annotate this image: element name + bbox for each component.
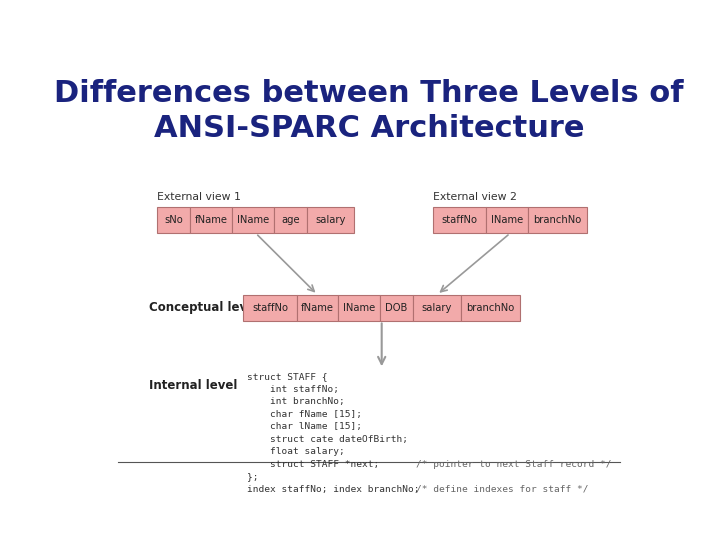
Bar: [380, 295, 413, 321]
Text: float salary;: float salary;: [248, 447, 345, 456]
Bar: [274, 207, 307, 233]
Bar: [232, 207, 274, 233]
Bar: [190, 207, 232, 233]
Text: branchNo: branchNo: [534, 215, 582, 225]
Text: struct cate dateOfBirth;: struct cate dateOfBirth;: [248, 435, 408, 444]
Text: sNo: sNo: [164, 215, 183, 225]
Text: branchNo: branchNo: [467, 302, 515, 313]
Text: salary: salary: [315, 215, 346, 225]
Text: index staffNo; index branchNo;: index staffNo; index branchNo;: [248, 485, 420, 494]
Text: char lName [15];: char lName [15];: [248, 422, 362, 431]
Bar: [157, 207, 190, 233]
Text: int branchNo;: int branchNo;: [248, 397, 345, 407]
Bar: [487, 207, 528, 233]
Text: char fName [15];: char fName [15];: [248, 410, 362, 419]
Bar: [243, 295, 297, 321]
Text: struct STAFF *next;: struct STAFF *next;: [248, 460, 379, 469]
Text: fName: fName: [194, 215, 228, 225]
Text: lName: lName: [343, 302, 375, 313]
Text: DOB: DOB: [385, 302, 408, 313]
Text: lName: lName: [491, 215, 523, 225]
Bar: [307, 207, 354, 233]
Text: External view 2: External view 2: [433, 192, 517, 202]
Text: lName: lName: [237, 215, 269, 225]
Bar: [413, 295, 461, 321]
Bar: [297, 295, 338, 321]
Text: age: age: [281, 215, 300, 225]
Text: /* define indexes for staff */: /* define indexes for staff */: [416, 485, 589, 494]
Bar: [461, 295, 520, 321]
Bar: [433, 207, 487, 233]
Text: staffNo: staffNo: [252, 302, 288, 313]
Text: staffNo: staffNo: [442, 215, 478, 225]
Text: Conceptual level: Conceptual level: [148, 301, 258, 314]
Text: salary: salary: [422, 302, 452, 313]
Text: int staffNo;: int staffNo;: [248, 385, 339, 394]
Bar: [338, 295, 380, 321]
Text: Internal level: Internal level: [148, 379, 237, 392]
Bar: [528, 207, 588, 233]
Text: Differences between Three Levels of
ANSI-SPARC Architecture: Differences between Three Levels of ANSI…: [54, 79, 684, 143]
Text: External view 1: External view 1: [157, 192, 240, 202]
Text: /* pointer to next Staff record */: /* pointer to next Staff record */: [416, 460, 612, 469]
Text: struct STAFF {: struct STAFF {: [248, 373, 328, 381]
Text: fName: fName: [301, 302, 334, 313]
Text: };: };: [248, 472, 259, 481]
